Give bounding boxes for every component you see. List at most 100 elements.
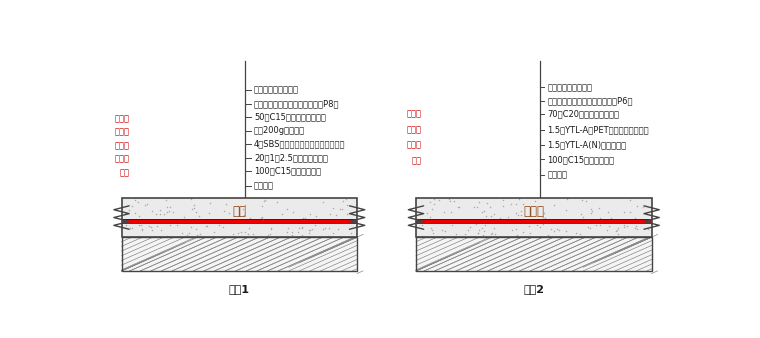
Point — [135, 227, 147, 233]
Point — [510, 234, 522, 239]
Point — [128, 197, 141, 203]
Point — [239, 202, 251, 208]
Point — [243, 225, 255, 231]
Point — [462, 227, 474, 233]
Point — [481, 200, 493, 206]
Point — [306, 226, 318, 231]
Point — [436, 228, 448, 233]
Point — [282, 225, 294, 231]
Point — [511, 233, 523, 238]
Point — [581, 198, 593, 204]
Point — [188, 206, 201, 211]
Point — [160, 210, 173, 215]
Point — [261, 233, 274, 238]
Point — [426, 231, 439, 236]
Point — [309, 222, 321, 228]
Point — [164, 204, 176, 209]
Point — [133, 223, 145, 228]
Point — [242, 232, 255, 237]
Point — [538, 210, 550, 216]
Point — [510, 211, 522, 216]
Point — [281, 206, 293, 211]
Text: 4厚SBS改性沥青防水卷材（聚酯胎）: 4厚SBS改性沥青防水卷材（聚酯胎） — [254, 140, 346, 149]
Point — [247, 231, 259, 236]
Point — [605, 215, 617, 221]
Bar — [416, 237, 651, 271]
Point — [255, 215, 267, 220]
Point — [256, 216, 268, 221]
Point — [280, 230, 293, 235]
Point — [631, 227, 643, 232]
Point — [594, 215, 606, 221]
Point — [296, 216, 309, 221]
Point — [190, 226, 202, 232]
Point — [610, 228, 622, 234]
Point — [470, 222, 482, 227]
Point — [304, 227, 316, 233]
Point — [286, 230, 298, 235]
Text: 保护层: 保护层 — [407, 110, 422, 118]
Point — [619, 209, 631, 214]
Point — [593, 205, 605, 211]
Text: 防水层: 防水层 — [114, 141, 129, 150]
Point — [426, 227, 438, 232]
Point — [618, 222, 630, 227]
Point — [484, 204, 496, 210]
Point — [524, 231, 536, 236]
Point — [337, 206, 349, 212]
Text: 100厚C15素混凝土垫层: 100厚C15素混凝土垫层 — [547, 155, 615, 164]
Point — [292, 229, 304, 234]
Point — [324, 212, 336, 217]
Point — [239, 230, 251, 235]
Point — [477, 233, 489, 238]
Point — [232, 231, 244, 236]
Text: 100厚C15素混凝土垫层: 100厚C15素混凝土垫层 — [254, 167, 321, 176]
Point — [537, 222, 549, 227]
Text: 做法2: 做法2 — [524, 284, 544, 294]
Point — [574, 231, 586, 236]
Text: 止水板: 止水板 — [524, 204, 544, 218]
Text: 垫层: 垫层 — [119, 168, 129, 177]
Point — [426, 206, 439, 212]
Point — [150, 224, 163, 229]
Text: 地面（见工程做法）: 地面（见工程做法） — [254, 86, 299, 95]
Point — [515, 208, 527, 214]
Point — [318, 199, 330, 204]
Text: 筏板: 筏板 — [233, 204, 246, 218]
Point — [476, 210, 488, 215]
Point — [416, 233, 429, 239]
Point — [553, 228, 565, 233]
Point — [309, 214, 321, 219]
Point — [585, 207, 597, 212]
Point — [494, 216, 506, 221]
Point — [584, 225, 597, 230]
Point — [506, 227, 518, 232]
Point — [538, 215, 550, 221]
Point — [425, 225, 437, 231]
Point — [157, 211, 169, 217]
Bar — [122, 219, 357, 223]
Point — [190, 210, 202, 215]
Point — [133, 213, 145, 219]
Point — [612, 231, 624, 236]
Point — [299, 215, 311, 221]
Point — [185, 206, 198, 212]
Point — [623, 209, 635, 215]
Point — [421, 210, 433, 216]
Point — [154, 208, 166, 213]
Point — [586, 208, 598, 214]
Point — [322, 234, 334, 239]
Point — [178, 214, 190, 220]
Text: 做法1: 做法1 — [229, 284, 250, 294]
Point — [424, 199, 436, 205]
Point — [542, 232, 554, 238]
Point — [296, 225, 308, 230]
Text: 防水层: 防水层 — [407, 125, 422, 134]
Point — [468, 205, 480, 210]
Point — [235, 229, 247, 235]
Point — [496, 203, 508, 209]
Point — [164, 223, 176, 228]
Point — [201, 223, 213, 228]
Text: 50厚C15细石混凝土保护层: 50厚C15细石混凝土保护层 — [254, 113, 326, 122]
Point — [488, 211, 500, 217]
